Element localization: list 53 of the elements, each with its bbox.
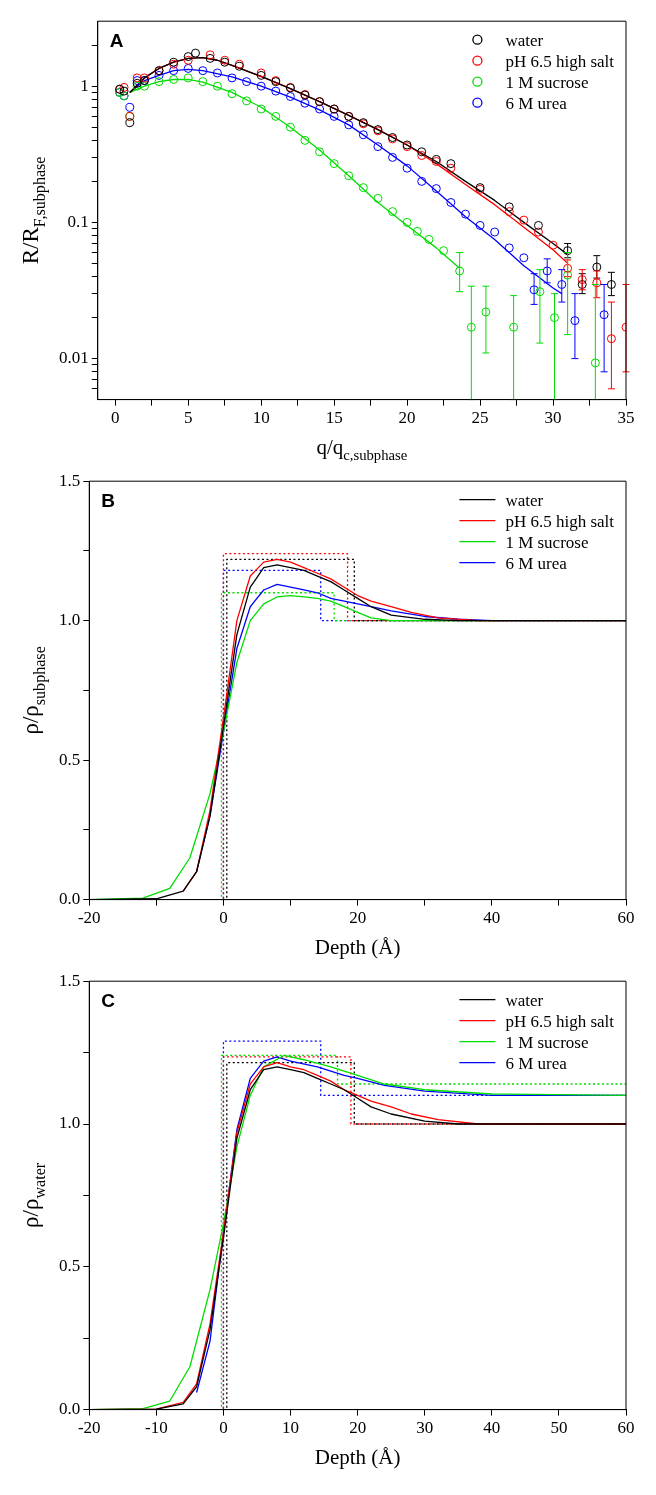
x-axis-title: Depth (Å)	[314, 935, 401, 959]
x-tick-label: 5	[183, 408, 193, 428]
x-tick-label: -20	[77, 1418, 101, 1438]
x-tick-label: 20	[349, 1418, 367, 1438]
y-tick-label: 0.01	[59, 348, 89, 368]
x-tick-label: 20	[349, 908, 367, 928]
x-tick-label: 60	[617, 1418, 635, 1438]
text: B	[101, 490, 115, 512]
y-tick-label: 0.5	[59, 749, 81, 769]
legend-label: pH 6.5 high salt	[505, 51, 615, 71]
legend-label: 1 M sucrose	[505, 1032, 589, 1052]
legend-label: water	[505, 490, 544, 510]
x-tick-label: 40	[483, 1418, 501, 1438]
legend-label: water	[505, 990, 544, 1010]
y-tick-label: 1.0	[59, 610, 81, 630]
x-tick-label: 60	[617, 908, 635, 928]
x-tick-label: 35	[617, 408, 635, 428]
legend-label: pH 6.5 high salt	[505, 1011, 615, 1031]
legend-label: 1 M sucrose	[505, 72, 589, 92]
x-tick-label: 15	[325, 408, 343, 428]
legend-label: 1 M sucrose	[505, 532, 589, 552]
text: A	[109, 30, 124, 52]
x-tick-label: 10	[252, 408, 270, 428]
x-tick-label: 10	[282, 1418, 300, 1438]
y-tick-label: 0.0	[59, 1399, 81, 1419]
legend-label: 6 M urea	[505, 1053, 568, 1073]
legend-label: pH 6.5 high salt	[505, 511, 615, 531]
x-tick-label: 20	[398, 408, 416, 428]
legend-label: 6 M urea	[505, 553, 568, 573]
x-axis-title: Depth (Å)	[314, 1445, 401, 1469]
legend-label: water	[505, 30, 544, 50]
y-tick-label: 1.5	[59, 970, 81, 990]
y-tick-label: 1.5	[59, 470, 81, 490]
y-tick-label: 0.0	[59, 889, 81, 909]
y-tick-label: 1	[80, 75, 89, 95]
x-tick-label: 0	[219, 1418, 228, 1438]
y-axis-title: R/RF,subphase	[18, 156, 49, 265]
x-tick-label: 30	[544, 408, 562, 428]
y-tick-label: 0.1	[67, 211, 89, 231]
x-tick-label: 25	[471, 408, 489, 428]
y-tick-label: 1.0	[59, 1113, 81, 1133]
text: C	[101, 990, 116, 1012]
x-tick-label: 50	[550, 1418, 568, 1438]
x-tick-label: -20	[77, 908, 101, 928]
y-axis-title: ρ/ρsubphase	[18, 646, 49, 735]
x-tick-label: 40	[483, 908, 501, 928]
x-tick-label: 0	[111, 408, 120, 428]
y-axis-title: ρ/ρwater	[18, 1162, 48, 1228]
x-tick-label: -10	[145, 1418, 168, 1438]
y-tick-label: 0.5	[59, 1256, 81, 1276]
x-tick-label: 0	[219, 908, 228, 928]
x-tick-label: 30	[416, 1418, 434, 1438]
legend-label: 6 M urea	[505, 93, 568, 113]
